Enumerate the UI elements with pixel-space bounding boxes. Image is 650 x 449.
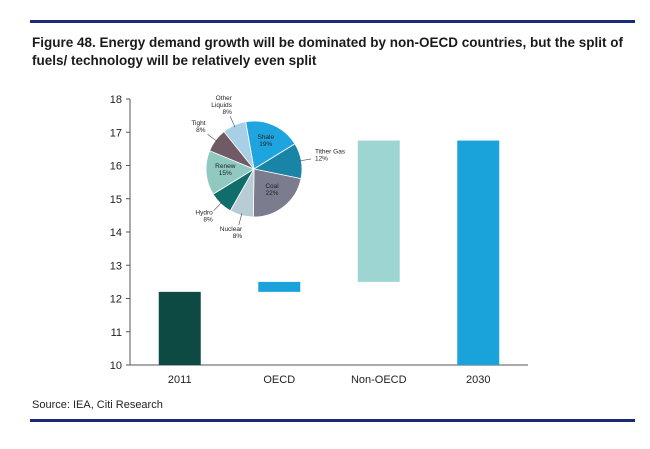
pie-percent-label: 22% xyxy=(266,190,279,197)
pie-leader-line xyxy=(213,201,223,211)
figure-title: Figure 48. Energy demand growth will be … xyxy=(32,35,624,68)
pie-percent-label: 8% xyxy=(196,127,206,134)
y-tick-label: 16 xyxy=(110,161,122,173)
source-note: Source: IEA, Citi Research xyxy=(32,399,163,411)
pie-leader-line xyxy=(229,116,236,128)
x-tick-label: OECD xyxy=(263,374,295,386)
bar-2030 xyxy=(457,140,500,365)
pie-label: Hydro xyxy=(195,209,213,216)
pie-percent-label: 15% xyxy=(219,170,232,177)
y-tick-label: 17 xyxy=(110,127,122,139)
pie-percent-label: 8% xyxy=(233,233,243,240)
pie-label: Nuclear xyxy=(220,226,243,233)
y-tick-label: 10 xyxy=(110,360,122,372)
pie-label: Other xyxy=(216,95,233,102)
pie-percent-label: 8% xyxy=(223,109,233,116)
pie-leader-line xyxy=(299,158,312,162)
y-tick-label: 18 xyxy=(110,94,122,106)
pie-label: Shale xyxy=(257,134,274,141)
x-tick-label: 2030 xyxy=(466,374,490,386)
pie-leader-line xyxy=(207,134,218,142)
pie-label: Renew xyxy=(215,163,236,170)
pie-percent-label: 8% xyxy=(203,216,213,223)
pie-slice-coal xyxy=(252,168,302,218)
bar-oecd xyxy=(258,281,301,292)
bottom-rule xyxy=(30,419,635,422)
pie-label: Liquids xyxy=(211,102,232,109)
bar-non-oecd xyxy=(357,140,400,282)
pie-slice-shale xyxy=(245,120,296,170)
x-tick-label: 2011 xyxy=(168,374,192,386)
y-tick-label: 12 xyxy=(110,294,122,306)
y-tick-label: 13 xyxy=(110,260,122,272)
pie-label: Tither Gas xyxy=(315,149,346,156)
y-tick-label: 14 xyxy=(110,227,122,239)
pie-percent-label: 12% xyxy=(315,156,328,163)
top-rule xyxy=(30,20,635,23)
bar-2011 xyxy=(158,291,201,365)
pie-leader-line xyxy=(238,213,243,226)
y-tick-label: 15 xyxy=(110,194,122,206)
pie-label: Coal xyxy=(265,183,279,190)
bars xyxy=(158,140,500,365)
x-tick-label: Non-OECD xyxy=(351,374,407,386)
x-axis: 2011 OECD Non-OECD 2030 xyxy=(168,374,491,386)
pie-label: Tight xyxy=(191,120,205,127)
pie-percent-label: 19% xyxy=(259,141,272,148)
y-tick-label: 11 xyxy=(111,327,122,339)
